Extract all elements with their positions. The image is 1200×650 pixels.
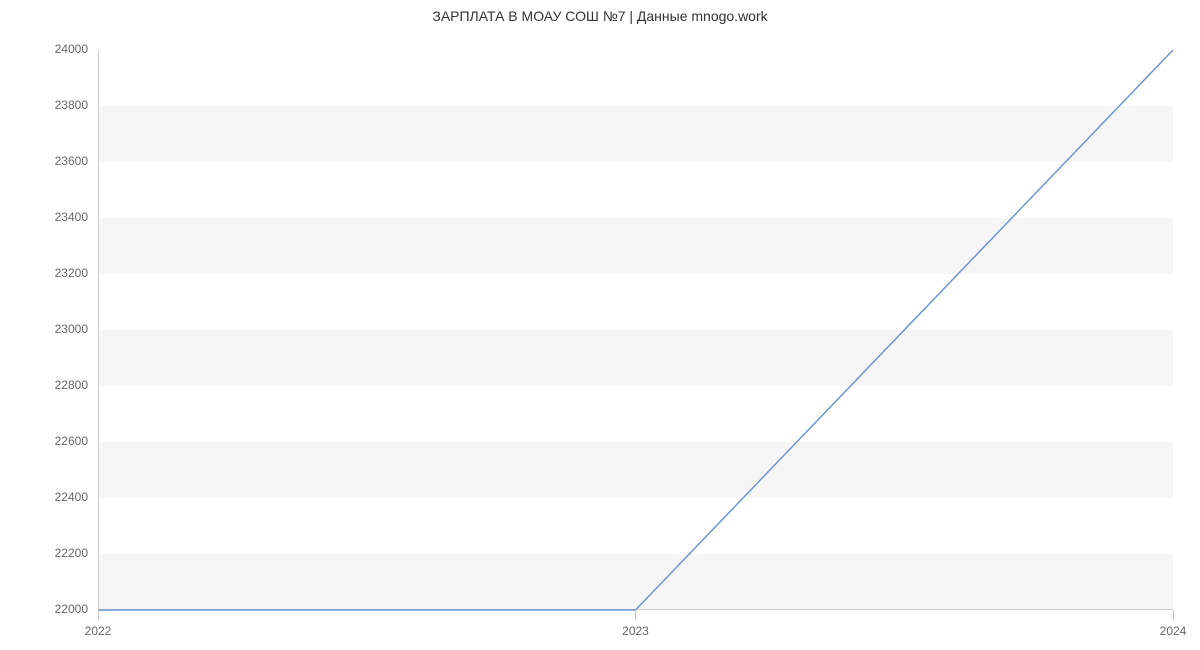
y-tick-label: 23000 — [0, 322, 88, 336]
y-tick-label: 23200 — [0, 266, 88, 280]
y-tick-label: 23400 — [0, 210, 88, 224]
y-tick-label: 22400 — [0, 490, 88, 504]
y-tick-label: 22200 — [0, 546, 88, 560]
x-tick-label: 2022 — [85, 624, 112, 638]
x-tick-label: 2024 — [1160, 624, 1187, 638]
y-tick-label: 22000 — [0, 602, 88, 616]
plot-area — [98, 50, 1173, 610]
salary-chart: ЗАРПЛАТА В МОАУ СОШ №7 | Данные mnogo.wo… — [0, 0, 1200, 650]
y-tick-label: 22600 — [0, 434, 88, 448]
y-tick-label: 23800 — [0, 98, 88, 112]
x-tick — [1173, 610, 1174, 620]
x-tick-label: 2023 — [622, 624, 649, 638]
x-tick — [635, 610, 636, 620]
chart-title: ЗАРПЛАТА В МОАУ СОШ №7 | Данные mnogo.wo… — [0, 8, 1200, 24]
x-tick — [98, 610, 99, 620]
y-tick-label: 24000 — [0, 42, 88, 56]
y-tick-label: 22800 — [0, 378, 88, 392]
series-layer — [98, 50, 1173, 610]
series-line-salary — [98, 50, 1173, 610]
y-tick-label: 23600 — [0, 154, 88, 168]
